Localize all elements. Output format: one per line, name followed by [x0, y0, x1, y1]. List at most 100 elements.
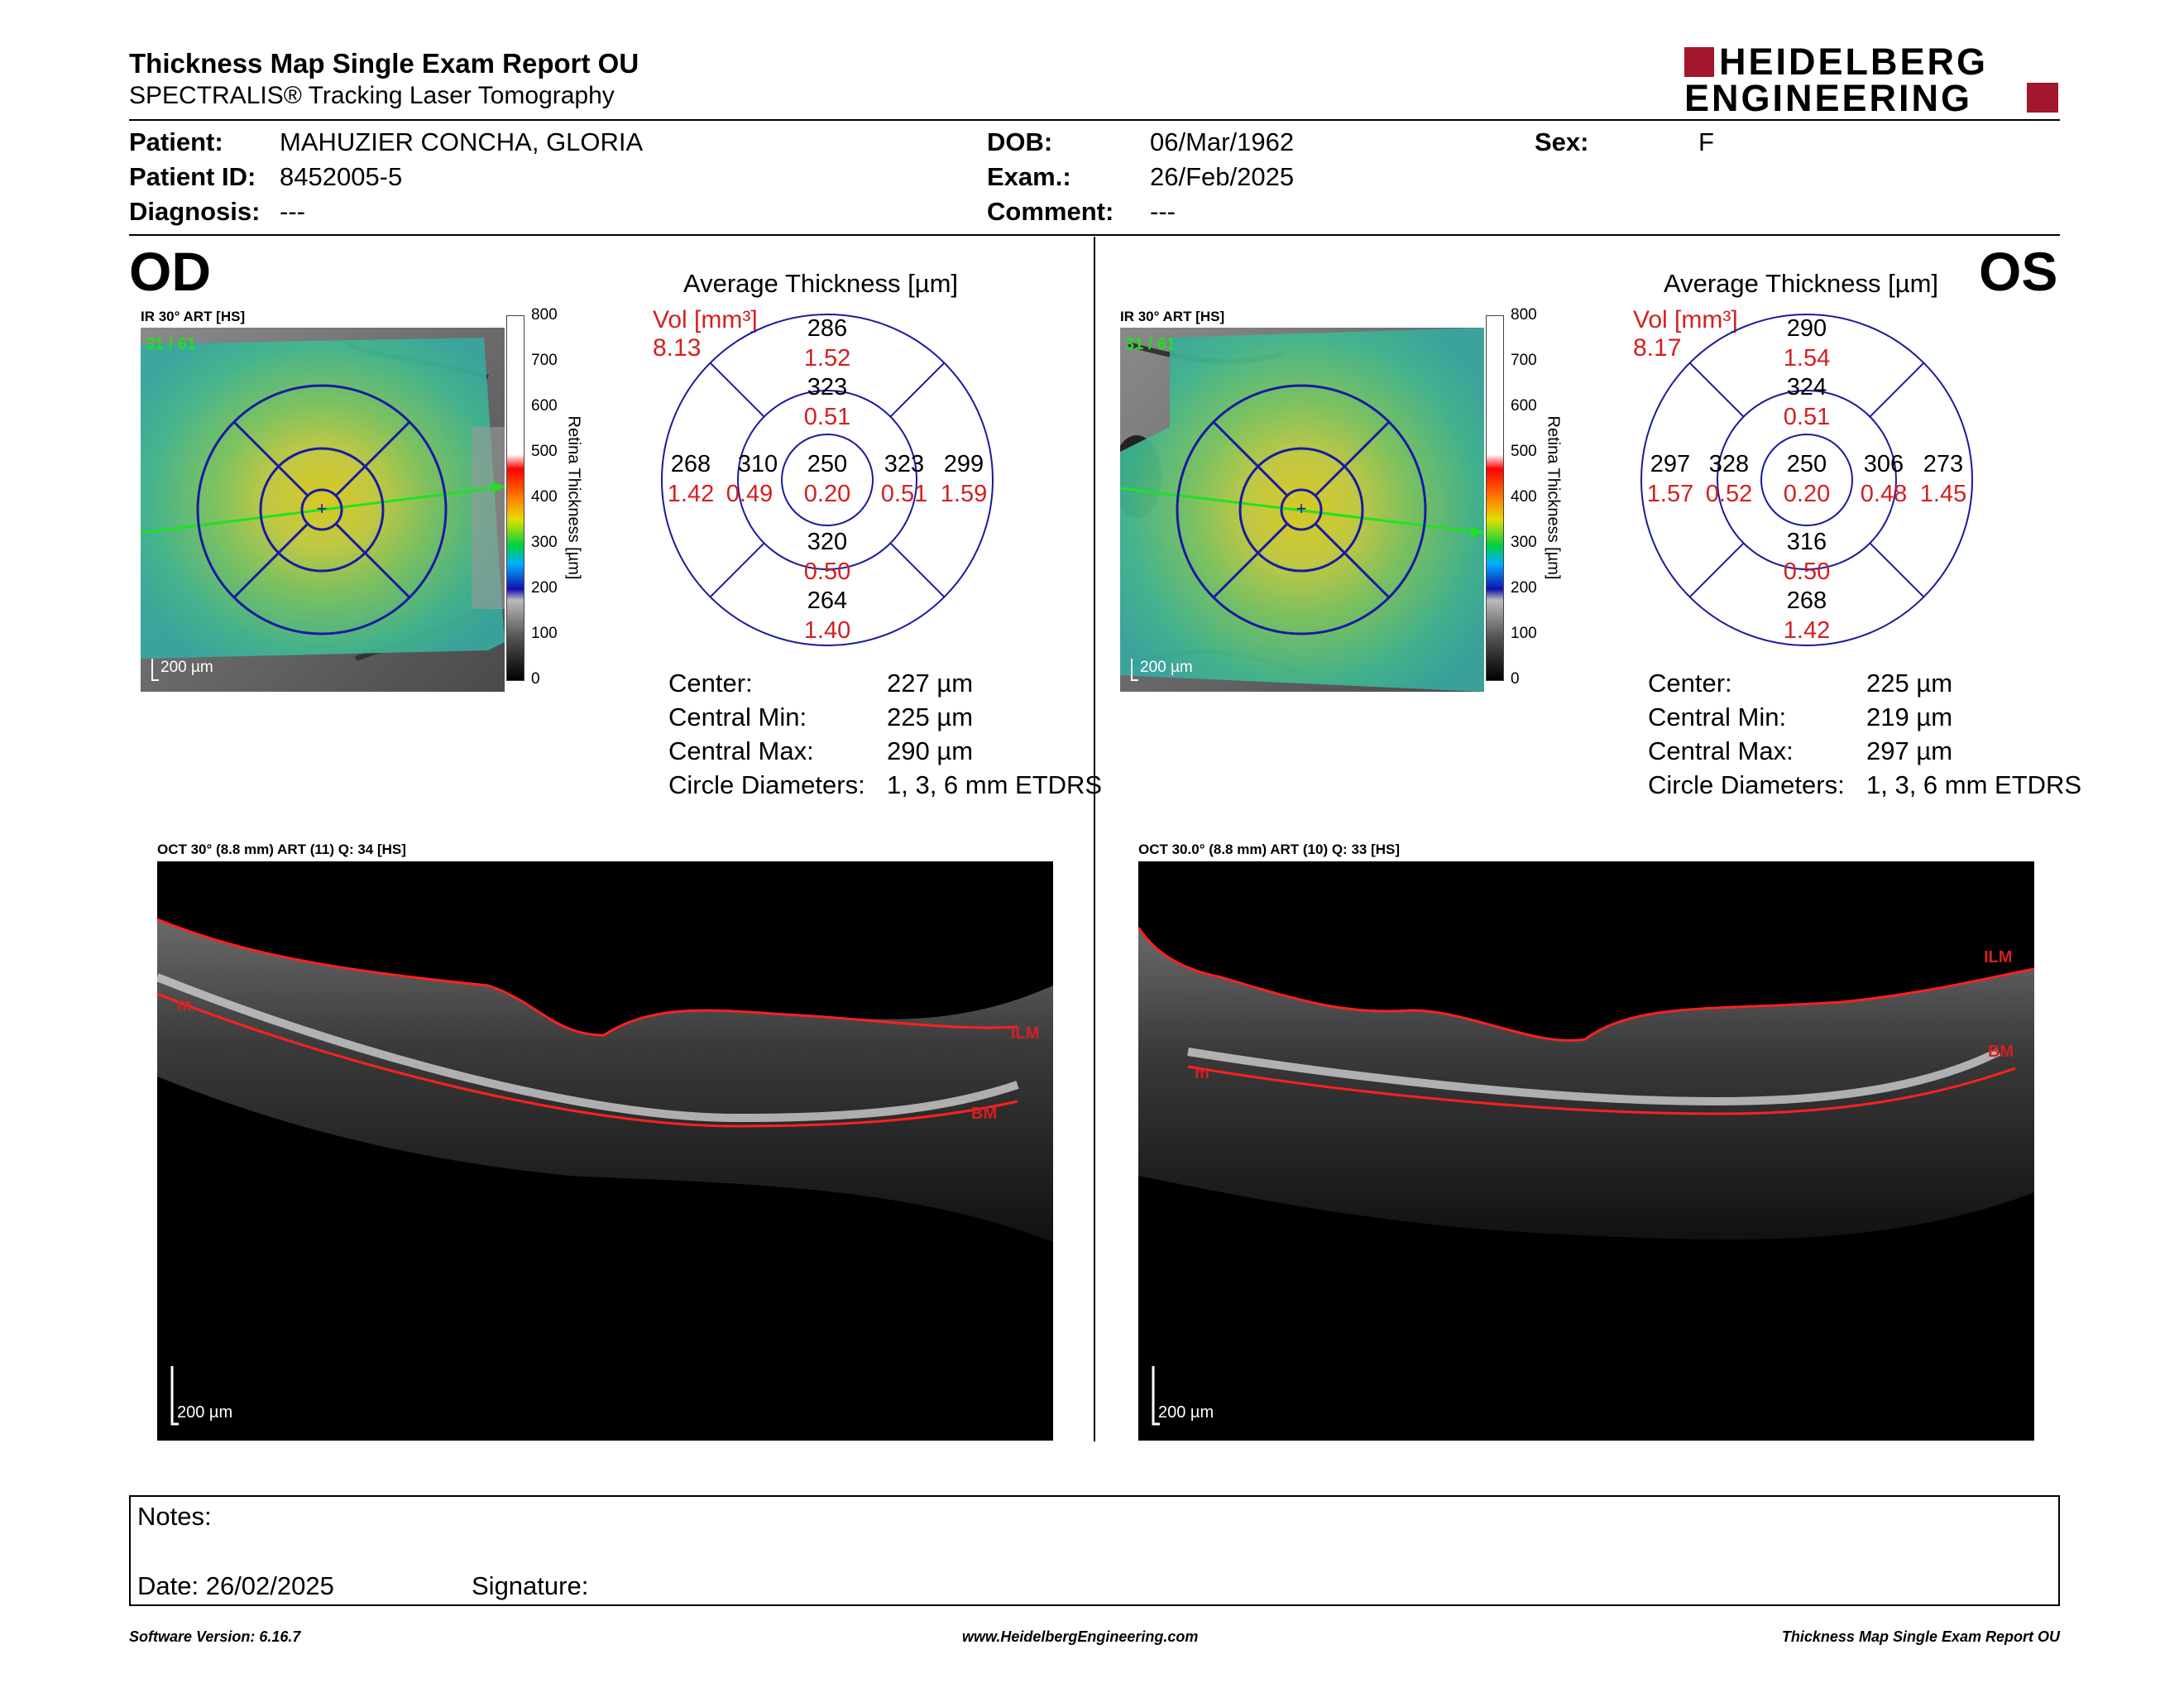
od-inner-right-thickness: 323: [884, 451, 924, 477]
logo-square-bottom: [2027, 83, 2058, 113]
footer-website-link[interactable]: www.HeidelbergEngineering.com: [962, 1628, 1199, 1645]
heidelberg-logo: HEIDELBERG ENGINEERING: [1684, 43, 2062, 117]
os-outer-inf-volume: 1.42: [1784, 617, 1830, 644]
os-etdrs-divider: [1869, 362, 1925, 418]
os-stat-label: Central Min:: [1648, 703, 1787, 731]
dob-label: DOB:: [987, 127, 1053, 156]
od-optic-disc: [472, 427, 505, 609]
od-outer-right-volume: 1.59: [941, 481, 987, 507]
os-inner-left-thickness: 328: [1709, 451, 1749, 477]
od-tick: 800: [531, 306, 558, 324]
os-fovea-marker: +: [1296, 498, 1307, 519]
od-stat-label: Center:: [668, 669, 753, 698]
od-inner-sup-thickness: 323: [807, 374, 847, 400]
eye-label-od: OD: [129, 241, 211, 302]
os-stat-label: Circle Diameters:: [1648, 770, 1845, 799]
signature-label: Signature:: [472, 1571, 589, 1600]
footer-report-name: Thickness Map Single Exam Report OU: [1781, 1628, 2060, 1645]
os-avg-title: Average Thickness [µm]: [1664, 269, 1939, 298]
od-scan-arrow: [491, 482, 505, 493]
os-scale-bar: [1131, 659, 1138, 681]
os-center-thickness: 250: [1787, 451, 1827, 477]
od-etdrs-grid-overlay: [196, 384, 448, 635]
patient-rule: [129, 234, 2060, 236]
od-etdrs-divider: [709, 362, 765, 418]
od-outer-inf-volume: 1.40: [804, 617, 850, 644]
od-etdrs-divider: [889, 362, 946, 418]
od-ilm-label: ILM: [1011, 1024, 1039, 1043]
od-tick: 700: [531, 352, 558, 369]
od-outer-sup-volume: 1.52: [804, 345, 850, 372]
os-scan-arrow: [1471, 526, 1484, 538]
os-vol-label: Vol [mm³]: [1633, 306, 1738, 333]
od-tick: 100: [531, 625, 558, 642]
os-stat-label: Central Max:: [1648, 736, 1794, 765]
os-stat-value: 297 µm: [1866, 736, 1953, 765]
od-stat-value: 1, 3, 6 mm ETDRS: [887, 770, 1103, 799]
od-center-thickness: 250: [807, 451, 847, 477]
os-outer-right-volume: 1.45: [1920, 481, 1966, 507]
od-oct-bscan: ILM BM m 200 µm: [157, 861, 1053, 1441]
os-oct-bscan: ILM BM m 200 µm: [1138, 861, 2034, 1441]
od-tick: 600: [531, 397, 558, 415]
od-outer-inf-thickness: 264: [807, 587, 847, 614]
os-tick: 0: [1511, 670, 1520, 688]
od-outer-left-volume: 1.42: [668, 481, 714, 507]
os-stat-value: 225 µm: [1866, 669, 1953, 698]
od-center-volume: 0.20: [804, 481, 850, 507]
od-etdrs-divider: [889, 542, 946, 598]
os-inner-sup-volume: 0.51: [1784, 404, 1830, 430]
header-rule: [129, 119, 2060, 121]
os-center-volume: 0.20: [1784, 481, 1830, 507]
os-vol-value: 8.17: [1633, 334, 1682, 362]
os-outer-sup-volume: 1.54: [1784, 345, 1830, 372]
od-scale-bar: [151, 659, 159, 681]
os-oct-retina: [1138, 928, 2034, 1240]
os-ir-scale: 200 µm: [1140, 659, 1193, 676]
od-inner-right-volume: 0.51: [881, 481, 927, 507]
od-vol-label: Vol [mm³]: [653, 306, 758, 333]
od-oct-retina: [157, 919, 1053, 1242]
os-colorbar-label: Retina Thickness [µm]: [1544, 415, 1563, 580]
os-etdrs-inner-ring: [1717, 390, 1897, 570]
notes-label: Notes:: [137, 1502, 212, 1531]
od-etdrs-chart: 286 1.52 323 0.51 250 0.20 310 0.49 323 …: [661, 314, 994, 646]
od-colorbar: [506, 315, 524, 681]
od-stat-value: 227 µm: [887, 669, 974, 698]
od-vol-value: 8.13: [653, 334, 702, 362]
od-tick: 300: [531, 534, 558, 551]
od-ir-scale: 200 µm: [160, 659, 213, 676]
od-colorbar-label: Retina Thickness [µm]: [564, 415, 583, 580]
os-etdrs-grid-overlay: [1176, 384, 1427, 635]
os-oct-label: OCT 30.0° (8.8 mm) ART (10) Q: 33 [HS]: [1138, 842, 1401, 857]
footer-software-version: Software Version: 6.16.7: [129, 1628, 301, 1645]
od-stat-label: Central Min:: [668, 703, 807, 731]
os-etdrs-outer-ring: [1640, 314, 1973, 646]
od-tick: 500: [531, 443, 558, 460]
exam-label: Exam.:: [987, 162, 1071, 191]
od-stat-label: Circle Diameters:: [668, 770, 865, 799]
od-thickness-overlay: [141, 338, 505, 659]
os-stat-label: Center:: [1648, 669, 1732, 698]
os-ir-overlay: 31 / 61: [1125, 335, 1176, 353]
os-ir-label: IR 30° ART [HS]: [1120, 309, 1225, 324]
os-tick: 500: [1511, 443, 1537, 460]
patient-id-label: Patient ID:: [129, 162, 256, 191]
os-etdrs-divider: [1869, 542, 1925, 598]
od-oct-rpe-band: [157, 973, 1019, 1123]
od-outer-left-thickness: 268: [671, 451, 711, 477]
patient-label: Patient:: [129, 127, 223, 156]
notes-box[interactable]: Notes: Date: 26/02/2025 Signature:: [129, 1495, 2060, 1606]
sex-value: F: [1698, 127, 1714, 156]
os-m-label: m: [1195, 1064, 1209, 1082]
patient-value: MAHUZIER CONCHA, GLORIA: [280, 127, 644, 156]
os-etdrs-divider: [1688, 362, 1745, 418]
os-ilm-line: [1138, 927, 2034, 1042]
logo-square-top: [1684, 47, 1714, 77]
od-ilm-line: [157, 918, 1018, 1037]
od-etdrs-divider: [709, 542, 765, 598]
os-tick: 800: [1511, 306, 1537, 324]
os-outer-inf-thickness: 268: [1787, 587, 1827, 614]
od-m-label: m: [177, 996, 192, 1014]
os-bm-label: BM: [1988, 1043, 2014, 1061]
